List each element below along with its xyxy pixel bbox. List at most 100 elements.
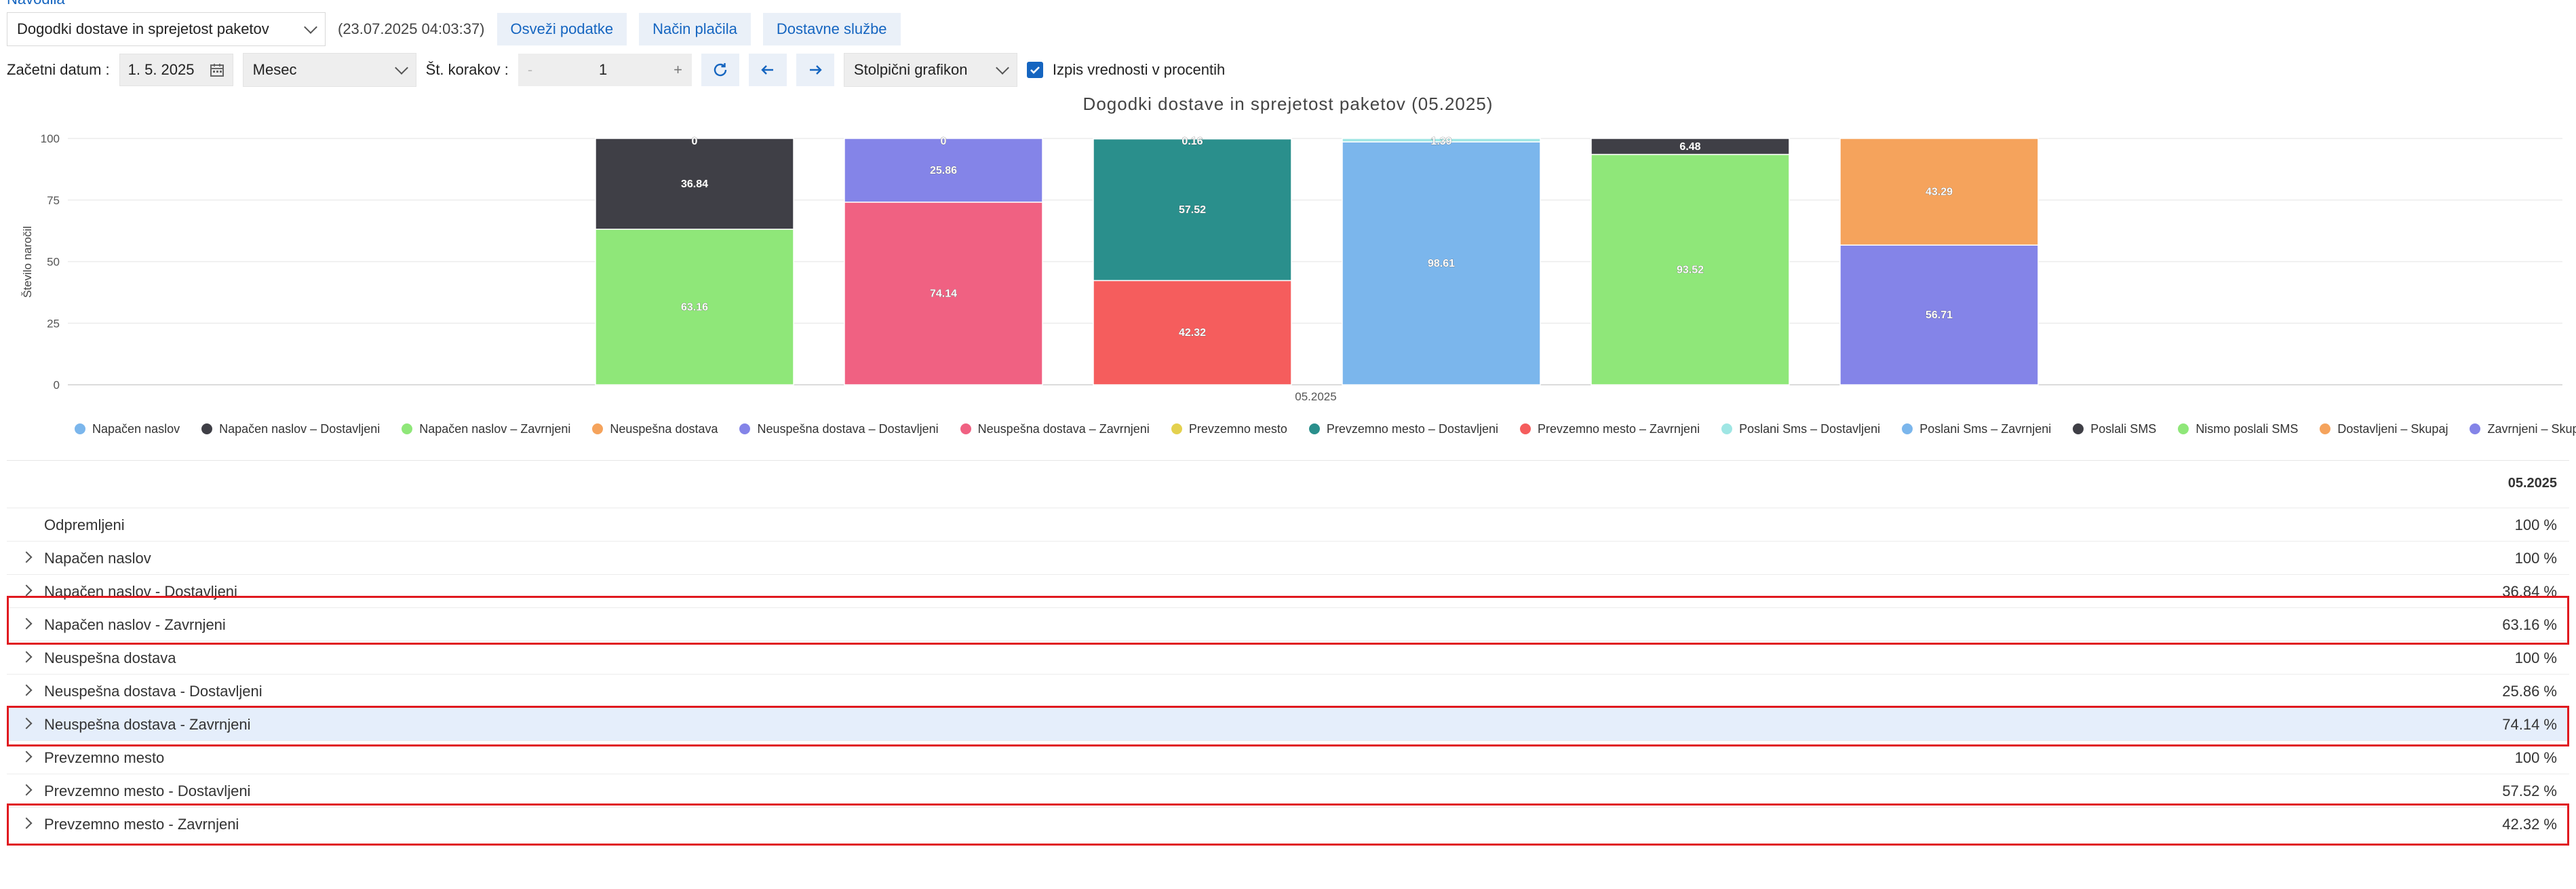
data-label: 74.14 [930,288,957,299]
bar-segment[interactable] [1591,138,1790,155]
legend-item[interactable]: Napačen naslov [75,422,180,436]
legend-label: Nismo poslali SMS [2196,421,2299,436]
bar-segment[interactable] [1342,141,1541,385]
legend-item[interactable]: Dostavljeni – Skupaj [2320,422,2448,436]
row-label: Prevzemno mesto [44,749,165,766]
help-link[interactable]: Navodila [7,0,65,8]
legend-item[interactable]: Neuspešna dostava [592,422,718,436]
calendar-icon[interactable] [210,62,225,77]
legend-dot [1902,423,1913,434]
steps-value[interactable]: 1 [599,61,608,78]
legend-dot [2073,423,2084,434]
bar-segment[interactable] [1839,138,2039,246]
row-value: 42.32 % [2502,816,2557,833]
chevron-right-icon[interactable] [20,618,33,630]
table-row[interactable]: Neuspešna dostava - Zavrnjeni 74.14 % [7,707,2569,740]
data-label: 42.32 [1179,327,1206,339]
table-row[interactable]: Neuspešna dostava - Dostavljeni 25.86 % [7,674,2569,707]
data-table: 05.2025 Odpremljeni 100 % Napačen naslov 10… [7,460,2569,840]
y-tick-label: 0 [54,379,60,392]
chevron-right-icon[interactable] [20,817,33,829]
refresh-data-button[interactable]: Osveži podatke [496,13,627,45]
table-body: Odpremljeni 100 % Napačen naslov 100 % Napač… [7,508,2569,840]
legend-item[interactable]: Neuspešna dostava – Dostavljeni [739,422,939,436]
legend-item[interactable]: Neuspešna dostava – Zavrnjeni [960,422,1150,436]
chevron-right-icon[interactable] [20,784,33,796]
legend-item[interactable]: Prevzemno mesto – Dostavljeni [1308,422,1498,436]
table-row[interactable]: Napačen naslov 100 % [7,541,2569,574]
previous-period-button[interactable] [748,54,787,86]
chart-type-select[interactable]: Stolpični grafikon [843,53,1017,87]
refresh-icon [714,63,727,77]
legend-item[interactable]: Prevzemno mesto – Zavrnjeni [1519,421,1700,436]
data-label: 63.16 [681,301,708,313]
chevron-right-icon[interactable] [20,551,33,563]
report-select[interactable]: Dogodki dostave in sprejetost paketov [7,12,326,46]
percent-checkbox[interactable] [1026,62,1043,78]
bar-segment[interactable] [1839,244,2039,385]
table-row[interactable]: Prevzemno mesto - Dostavljeni 57.52 % [7,774,2569,807]
reload-button[interactable] [701,54,739,86]
start-date-input[interactable]: 1. 5. 2025 [119,54,233,86]
legend-dot [1519,423,1531,434]
legend-item[interactable]: Prevzemno mesto [1171,422,1287,436]
bar-segment[interactable] [595,228,794,385]
arrow-left-icon [761,65,773,75]
row-label: Prevzemno mesto - Zavrnjeni [44,816,239,833]
legend-item[interactable]: Napačen naslov – Dostavljeni [201,422,380,436]
x-tick-label: 05.2025 [1295,390,1336,403]
legend-item[interactable]: Zavrnjeni – Skupaj [2470,422,2576,436]
legend-label: Prevzemno mesto – Zavrnjeni [1537,421,1700,436]
steps-stepper[interactable]: - 1 + [518,54,692,86]
legend-label: Poslani Sms – Zavrnjeni [1919,421,2052,436]
payment-method-button[interactable]: Način plačila [639,13,751,45]
y-tick-label: 25 [47,317,60,330]
chevron-right-icon[interactable] [20,684,33,696]
row-value: 36.84 % [2502,583,2557,600]
legend-dot [2470,423,2481,434]
data-label: 25.86 [930,165,957,176]
chevron-right-icon[interactable] [20,584,33,597]
bar-segment[interactable] [1093,138,1292,140]
row-label: Napačen naslov - Dostavljeni [44,583,237,600]
legend-label: Napačen naslov – Dostavljeni [219,421,380,436]
data-label: 98.61 [1428,258,1455,269]
chevron-right-icon[interactable] [20,717,33,730]
legend-item[interactable]: Napačen naslov – Zavrnjeni [402,422,570,436]
legend-item[interactable]: Poslani Sms – Dostavljeni [1721,422,1880,436]
data-label: 57.52 [1179,204,1206,216]
chevron-right-icon[interactable] [20,751,33,763]
table-row[interactable]: Neuspešna dostava 100 % [7,641,2569,674]
next-period-button[interactable] [796,54,834,86]
bar-segment[interactable] [595,138,794,230]
legend-label: Poslani Sms – Dostavljeni [1739,421,1881,436]
steps-decrement-button[interactable]: - [527,61,533,78]
bar-segment[interactable] [844,138,1043,203]
table-row[interactable]: Odpremljeni 100 % [7,508,2569,541]
stacked-bar-chart: Dogodki dostave in sprejetost paketov (0… [21,94,2562,403]
bar-segment[interactable] [1093,138,1292,282]
legend-item[interactable]: Poslali SMS [2073,422,2156,436]
row-label: Neuspešna dostava - Zavrnjeni [44,716,251,733]
data-label: 43.29 [1926,187,1953,198]
table-row[interactable]: Prevzemno mesto - Zavrnjeni 42.32 % [7,807,2569,840]
row-label: Neuspešna dostava [44,649,176,666]
y-tick-label: 75 [47,194,60,207]
legend-label: Napačen naslov [92,421,180,436]
table-row[interactable]: Napačen naslov - Zavrnjeni 63.16 % [7,607,2569,641]
steps-increment-button[interactable]: + [674,61,682,78]
percent-checkbox-label: Izpis vrednosti v procentih [1052,61,1226,78]
legend-dot [75,423,85,434]
table-row[interactable]: Prevzemno mesto 100 % [7,740,2569,774]
table-row[interactable]: Napačen naslov - Dostavljeni 36.84 % [7,574,2569,607]
row-value: 25.86 % [2502,683,2557,700]
row-label: Odpremljeni [44,516,125,533]
toolbar-row-2: Začetni datum : 1. 5. 2025 Mesec Št. kor… [7,53,1225,87]
start-date-label: Začetni datum : [7,61,110,78]
period-select[interactable]: Mesec [242,53,416,87]
delivery-services-button[interactable]: Dostavne službe [762,13,901,45]
legend-item[interactable]: Nismo poslali SMS [2178,422,2298,436]
bar-segment[interactable] [1342,138,1541,143]
legend-item[interactable]: Poslani Sms – Zavrnjeni [1902,422,2051,436]
chevron-right-icon[interactable] [20,651,33,663]
